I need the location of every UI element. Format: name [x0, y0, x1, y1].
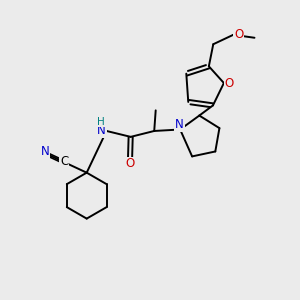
- Text: N: N: [40, 146, 50, 158]
- Text: N: N: [175, 118, 184, 131]
- Text: O: O: [234, 28, 243, 41]
- Text: H: H: [97, 116, 105, 127]
- Text: O: O: [225, 76, 234, 89]
- Text: N: N: [97, 124, 106, 137]
- Text: C: C: [60, 155, 68, 168]
- Text: O: O: [125, 158, 135, 170]
